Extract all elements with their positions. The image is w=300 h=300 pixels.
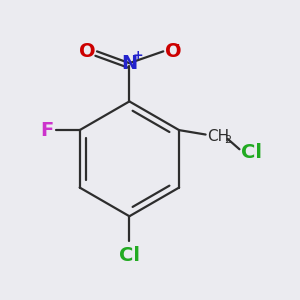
Text: CH: CH bbox=[207, 128, 229, 143]
Text: +: + bbox=[132, 49, 143, 62]
Text: F: F bbox=[40, 121, 53, 140]
Text: O: O bbox=[165, 42, 181, 61]
Text: N: N bbox=[121, 54, 137, 73]
Text: 2: 2 bbox=[224, 134, 231, 145]
Text: O: O bbox=[79, 42, 95, 61]
Text: −: − bbox=[169, 38, 180, 52]
Text: Cl: Cl bbox=[119, 246, 140, 265]
Text: Cl: Cl bbox=[241, 143, 262, 162]
